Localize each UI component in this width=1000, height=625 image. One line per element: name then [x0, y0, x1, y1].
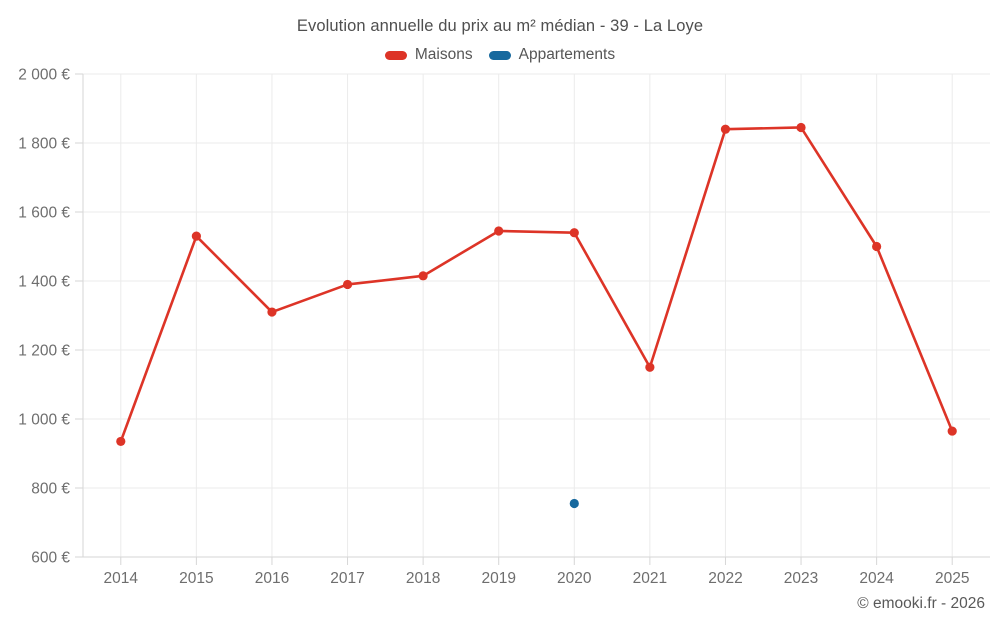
maisons-data-point[interactable] [796, 122, 806, 133]
y-tick-label: 1 400 € [18, 273, 70, 290]
x-tick-label: 2017 [330, 570, 364, 587]
x-tick-label: 2014 [104, 570, 139, 587]
x-tick-label: 2022 [708, 570, 742, 587]
x-tick-label: 2023 [784, 570, 818, 587]
x-tick-label: 2018 [406, 570, 440, 587]
x-tick-label: 2019 [481, 570, 515, 587]
maisons-data-point[interactable] [267, 307, 277, 317]
y-tick-label: 1 000 € [18, 411, 70, 428]
maisons-swatch-icon [384, 50, 407, 60]
chart-legend: Maisons Appartements [0, 46, 1000, 64]
maisons-data-point[interactable] [569, 228, 579, 238]
maisons-data-point[interactable] [116, 436, 126, 447]
x-tick-label: 2016 [255, 570, 289, 587]
maisons-data-point[interactable] [947, 426, 957, 436]
legend-item-appartements[interactable]: Appartements [488, 46, 616, 64]
maisons-line [119, 126, 954, 443]
x-tick-label: 2025 [935, 570, 969, 587]
legend-item-maisons[interactable]: Maisons [384, 46, 473, 64]
x-tick-label: 2020 [557, 570, 592, 587]
y-tick-label: 1 200 € [18, 342, 70, 359]
maisons-data-point[interactable] [342, 279, 353, 290]
chart-title: Evolution annuelle du prix au m² médian … [296, 17, 704, 35]
y-tick-label: 2 000 € [18, 66, 70, 83]
legend-label-maisons: Maisons [414, 46, 473, 63]
x-tick-label: 2015 [179, 570, 213, 587]
y-tick-label: 600 € [31, 549, 70, 566]
maisons-data-point[interactable] [872, 241, 882, 252]
appartements-data-point[interactable] [569, 498, 579, 509]
x-tick-label: 2024 [859, 570, 894, 587]
maisons-data-point[interactable] [418, 271, 428, 281]
maisons-data-point[interactable] [494, 226, 504, 236]
attribution-text: © emooki.fr - 2026 [857, 595, 985, 612]
y-tick-label: 1 600 € [18, 204, 70, 221]
legend-label-appartements: Appartements [518, 46, 616, 63]
y-tick-label: 800 € [31, 480, 70, 497]
appartements-swatch-icon [488, 50, 511, 60]
maisons-data-point[interactable] [645, 362, 655, 372]
maisons-data-point[interactable] [191, 231, 201, 241]
maisons-data-point[interactable] [720, 124, 731, 134]
y-tick-label: 1 800 € [18, 135, 70, 152]
x-tick-label: 2021 [633, 570, 667, 587]
